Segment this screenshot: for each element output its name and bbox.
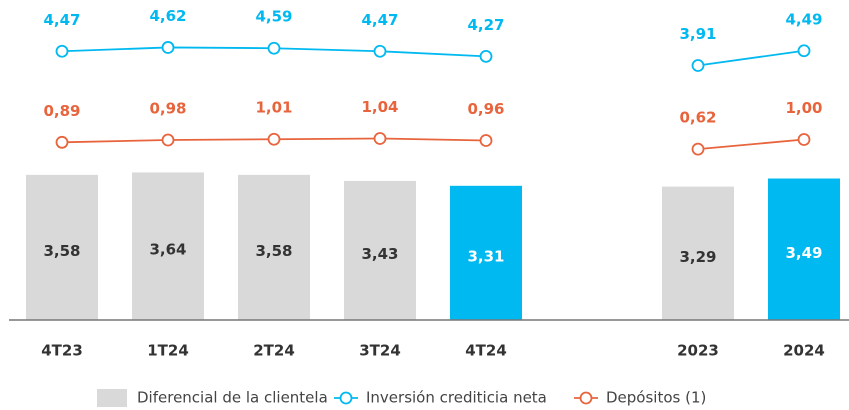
bar: [344, 180, 416, 320]
bar: [768, 178, 840, 320]
marker: [161, 133, 175, 147]
bar-label: 3,58: [43, 242, 80, 260]
marker: [267, 132, 281, 146]
legend-label: Depósitos (1): [606, 389, 706, 407]
marker: [797, 44, 811, 58]
legend-marker: [579, 391, 593, 405]
point-label: 0,62: [679, 109, 716, 127]
marker: [373, 44, 387, 58]
point-label: 3,91: [679, 25, 716, 43]
marker: [479, 49, 493, 63]
marker: [373, 132, 387, 145]
point-label: 1,01: [255, 99, 292, 117]
bar: [26, 174, 98, 320]
marker: [691, 142, 705, 156]
line: [697, 49, 805, 67]
point-label: 4,59: [255, 8, 292, 26]
point-label: 1,04: [361, 98, 398, 116]
bar: [662, 186, 734, 320]
point-label: 0,98: [149, 100, 186, 118]
point-label: 4,62: [149, 7, 186, 25]
x-tick-label: 4T24: [465, 342, 507, 360]
x-tick-label: 2023: [677, 342, 719, 360]
point-label: 4,47: [43, 11, 80, 29]
x-tick-label: 4T23: [41, 342, 83, 360]
bar-label: 3,29: [679, 248, 716, 266]
marker: [267, 41, 281, 55]
marker: [161, 41, 175, 54]
bar: [450, 185, 522, 320]
legend-label: Inversión crediticia neta: [366, 389, 547, 407]
bar-label: 3,43: [361, 245, 398, 263]
marker: [55, 135, 69, 149]
line: [697, 138, 805, 151]
bar-label: 3,58: [255, 242, 292, 260]
legend-marker: [339, 391, 353, 405]
point-label: 4,27: [467, 16, 504, 34]
marker: [691, 59, 705, 72]
bar-label: 3,31: [467, 247, 504, 265]
point-label: 1,00: [785, 99, 822, 117]
x-tick-label: 3T24: [359, 342, 401, 360]
legend-swatch: [97, 389, 127, 407]
bar-label: 3,64: [149, 241, 186, 259]
point-label: 0,89: [43, 102, 80, 120]
bar: [238, 174, 310, 320]
legend-label: Diferencial de la clientela: [137, 389, 328, 407]
point-label: 4,47: [361, 11, 398, 29]
marker: [797, 133, 811, 146]
x-tick-label: 2024: [783, 342, 825, 360]
x-tick-label: 1T24: [147, 342, 189, 360]
point-label: 0,96: [467, 100, 504, 118]
x-tick-label: 2T24: [253, 342, 295, 360]
bar-label: 3,49: [785, 244, 822, 262]
marker: [479, 134, 493, 147]
bar: [132, 172, 204, 320]
marker: [55, 44, 69, 58]
point-label: 4,49: [785, 10, 822, 28]
